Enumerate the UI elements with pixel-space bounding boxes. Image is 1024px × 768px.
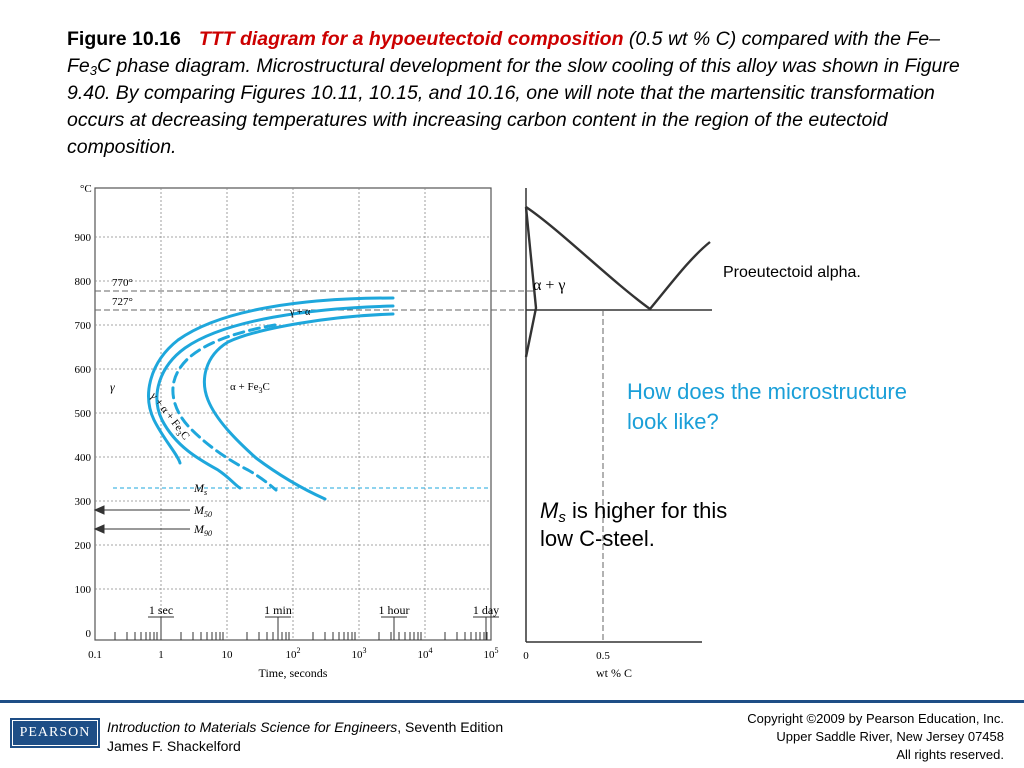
x-tick: 0.1 [88,649,102,661]
y-tick-labels: 900 800 700 600 500 400 300 200 100 0 [75,232,92,640]
y-tick: 500 [75,408,92,420]
m-labels: Ms M50 M90 [193,481,212,538]
y-unit-label: °C [80,183,92,195]
phase-x-tick-05: 0.5 [596,650,610,662]
alpha-boundary [524,206,538,358]
m50-label: M50 [193,503,212,519]
pearlite-50-curve [171,323,278,492]
gamma-alpha-start-curve [147,296,395,465]
time-marker-1-day: 1 day [473,603,499,617]
address-line: Upper Saddle River, New Jersey 07458 [776,729,1004,744]
y-tick: 900 [75,232,92,244]
y-tick: 0 [86,628,92,640]
x-tick-labels: 0.1 1 10 102 103 104 105 [88,646,498,661]
a3-acm-line [525,206,711,311]
time-markers: 1 sec 1 min 1 hour 1 day [148,603,499,640]
pearson-logo: PEARSON [10,718,100,748]
y-tick: 200 [75,540,92,552]
figure-label: Figure 10.16 [67,28,181,50]
y-tick: 400 [75,452,92,464]
ttt-v-grid [160,188,426,640]
y-tick: 100 [75,584,92,596]
book-edition: , Seventh Edition [397,719,504,735]
ttt-and-phase-diagram: °C 900 800 700 600 500 400 300 200 100 0… [75,183,712,680]
caption-text-b: C phase diagram. Microstructural develop… [67,55,960,158]
y-tick: 700 [75,320,92,332]
ttt-x-axis-label: Time, seconds [259,666,328,680]
book-reference: Introduction to Materials Science for En… [107,718,503,756]
proeutectoid-note: Proeutectoid alpha. [723,264,861,281]
footer-divider [0,700,1024,703]
figure-caption: Figure 10.16 TTT diagram for a hypoeutect… [67,26,972,161]
y-tick: 800 [75,276,92,288]
ms-note-text: is higher for this low C-steel. [540,498,728,551]
x-tick: 102 [286,646,301,661]
phase-x-tick-0: 0 [523,650,529,662]
copyright-line: Copyright ©2009 by Pearson Education, In… [747,711,1004,726]
alpha-gamma-label: α + γ [533,277,565,294]
temp-770-label: 770° [112,277,133,289]
y-tick: 600 [75,364,92,376]
ttt-curves [147,296,395,501]
pearlite-start-curve [155,304,395,490]
m-arrows [93,505,190,534]
ms-label: Ms [193,481,207,497]
ms-symbol: M [540,498,559,523]
copyright-block: Copyright ©2009 by Pearson Education, In… [747,710,1004,764]
ttt-x-minor-ticks [114,632,488,640]
x-tick: 103 [352,646,367,661]
m90-label: M90 [193,522,212,538]
time-marker-1-sec: 1 sec [149,603,173,617]
time-marker-1-hour: 1 hour [379,603,410,617]
temp-727-label: 727° [112,296,133,308]
figure-title: TTT diagram for a hypoeutectoid composit… [198,28,624,50]
book-author: James F. Shackelford [107,738,241,754]
gamma-alpha-label: γ + α [289,307,311,318]
gamma-label: γ [110,380,115,394]
x-tick: 1 [158,649,164,661]
x-tick: 105 [484,646,499,661]
alpha-fe3c-label: α + Fe3C [230,381,270,395]
caption-subscript: 3 [89,63,97,78]
caption-text-a: (0.5 wt % C) compared with the Fe–Fe [67,28,940,77]
book-title: Introduction to Materials Science for En… [107,719,398,735]
ms-note: Ms is higher for this low C-steel. [540,497,760,553]
rights-line: All rights reserved. [896,747,1004,762]
microstructure-question: How does the microstructure look like? [627,379,907,434]
x-tick: 104 [418,646,433,661]
time-marker-1-min: 1 min [264,603,292,617]
ms-symbol-sub: s [558,509,566,526]
phase-x-axis-label: wt % C [596,666,632,680]
y-tick: 300 [75,496,92,508]
x-tick: 10 [222,649,234,661]
pearlite-finish-curve [203,312,395,501]
pearson-logo-text: PEARSON [19,725,91,740]
phase-diagram [524,188,712,643]
